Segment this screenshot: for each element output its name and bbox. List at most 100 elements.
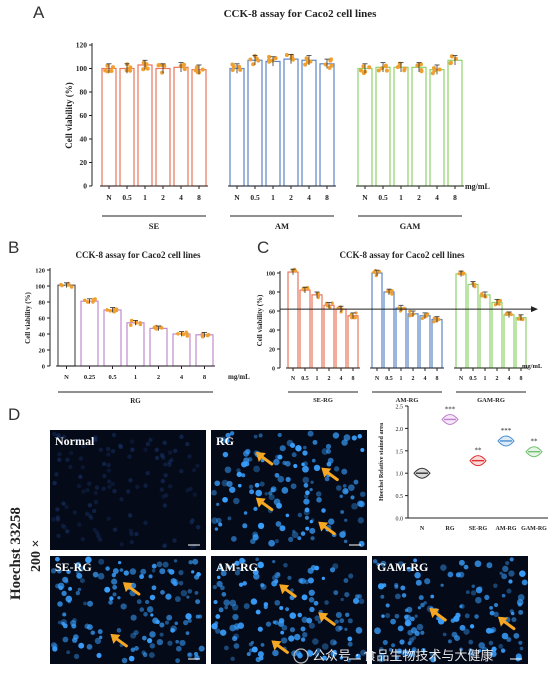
cell-nucleus bbox=[105, 446, 111, 452]
data-point bbox=[419, 69, 424, 74]
cell-nucleus bbox=[152, 617, 159, 624]
bar bbox=[383, 291, 395, 369]
cell-nucleus bbox=[118, 444, 124, 450]
cell-nucleus bbox=[238, 582, 244, 587]
cell-nucleus bbox=[490, 650, 497, 657]
data-point bbox=[254, 56, 259, 61]
data-point bbox=[432, 320, 436, 324]
bar bbox=[371, 272, 383, 369]
cell-nucleus bbox=[505, 560, 510, 566]
cell-nucleus bbox=[145, 441, 151, 447]
cell-nucleus bbox=[273, 458, 280, 466]
cell-nucleus bbox=[268, 491, 273, 496]
cell-nucleus bbox=[57, 620, 62, 625]
cell-nucleus bbox=[233, 643, 240, 649]
cell-nucleus bbox=[98, 447, 104, 453]
bar bbox=[491, 301, 503, 369]
bar bbox=[103, 309, 122, 367]
y-tick-label: 100 bbox=[35, 284, 45, 291]
cell-nucleus bbox=[302, 465, 309, 473]
arrow-head-icon bbox=[318, 521, 329, 532]
cell-nucleus bbox=[117, 443, 123, 448]
cell-nucleus bbox=[167, 462, 172, 467]
y-tick-label: 1.0 bbox=[396, 472, 404, 478]
cell-nucleus bbox=[94, 637, 102, 645]
cell-nucleus bbox=[107, 484, 112, 490]
cell-nucleus bbox=[306, 617, 313, 624]
x-tick-label: 2 bbox=[161, 193, 165, 202]
data-point bbox=[85, 300, 90, 304]
cell-nucleus bbox=[166, 614, 173, 621]
cell-nucleus bbox=[303, 498, 310, 505]
cell-nucleus bbox=[227, 516, 232, 521]
cell-nucleus bbox=[143, 612, 148, 617]
data-point bbox=[395, 65, 400, 70]
cell-nucleus bbox=[221, 592, 227, 597]
cell-nucleus bbox=[151, 563, 157, 569]
cell-nucleus bbox=[224, 645, 229, 651]
bar bbox=[191, 69, 207, 187]
cell-nucleus bbox=[344, 489, 348, 494]
cell-nucleus bbox=[302, 476, 310, 484]
cell-nucleus bbox=[195, 463, 200, 469]
cell-nucleus bbox=[510, 611, 515, 616]
cell-nucleus bbox=[130, 632, 137, 639]
bar bbox=[335, 308, 347, 369]
cell-nucleus bbox=[130, 447, 135, 452]
cell-nucleus bbox=[469, 650, 475, 657]
arrow-shaft bbox=[274, 642, 289, 654]
cell-nucleus bbox=[268, 539, 276, 547]
cell-nucleus bbox=[421, 647, 426, 653]
y-tick-label: 60 bbox=[269, 310, 275, 316]
cell-nucleus bbox=[406, 566, 412, 572]
cell-nucleus bbox=[57, 601, 63, 607]
cell-nucleus bbox=[300, 626, 306, 632]
cell-nucleus bbox=[233, 623, 240, 630]
bar bbox=[155, 67, 171, 187]
cell-nucleus bbox=[220, 585, 225, 591]
cell-nucleus bbox=[93, 437, 98, 443]
cell-nucleus bbox=[281, 487, 289, 494]
cell-nucleus bbox=[130, 647, 136, 653]
x-tick-label: N bbox=[362, 193, 368, 202]
cell-nucleus bbox=[89, 515, 94, 521]
arrow-head-icon bbox=[255, 497, 266, 508]
cell-nucleus bbox=[160, 478, 166, 484]
cell-nucleus bbox=[151, 568, 156, 573]
cell-nucleus bbox=[347, 636, 353, 642]
cell-nucleus bbox=[215, 628, 221, 634]
x-tick-label: 8 bbox=[352, 376, 355, 382]
cell-nucleus bbox=[187, 652, 192, 657]
cell-nucleus bbox=[463, 628, 470, 635]
cell-nucleus bbox=[236, 471, 242, 478]
cell-nucleus bbox=[454, 635, 460, 642]
bar bbox=[375, 66, 391, 187]
bar bbox=[347, 315, 359, 369]
cell-nucleus bbox=[279, 605, 284, 611]
cell-nucleus bbox=[424, 578, 431, 585]
cell-nucleus bbox=[394, 582, 399, 588]
arrow-shaft bbox=[259, 500, 274, 512]
cell-nucleus bbox=[348, 573, 354, 579]
data-point bbox=[493, 303, 497, 307]
bar bbox=[265, 60, 281, 187]
cell-nucleus bbox=[450, 618, 456, 623]
data-point bbox=[402, 66, 407, 71]
cell-nucleus bbox=[357, 434, 363, 439]
cell-nucleus bbox=[188, 560, 193, 565]
cell-nucleus bbox=[321, 508, 326, 513]
cell-nucleus bbox=[490, 628, 495, 633]
cell-nucleus bbox=[187, 454, 192, 459]
magnification-label: 200 × bbox=[29, 540, 44, 572]
significance-label: ** bbox=[531, 438, 539, 446]
y-tick-label: 60 bbox=[80, 111, 88, 120]
cell-nucleus bbox=[243, 457, 250, 464]
x-tick-label: 1 bbox=[271, 193, 275, 202]
cell-nucleus bbox=[521, 579, 528, 586]
cell-nucleus bbox=[344, 518, 348, 522]
y-axis-label: Cell viability (%) bbox=[24, 291, 32, 343]
data-point bbox=[327, 65, 332, 70]
cell-nucleus bbox=[87, 513, 93, 519]
bar bbox=[393, 66, 409, 187]
cell-nucleus bbox=[139, 574, 145, 580]
